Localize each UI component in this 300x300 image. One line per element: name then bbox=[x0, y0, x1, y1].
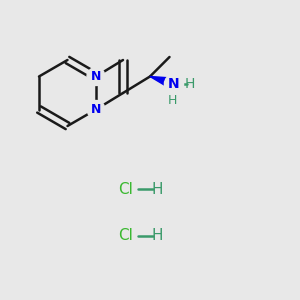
Text: Cl: Cl bbox=[118, 182, 134, 196]
Circle shape bbox=[164, 74, 184, 94]
Text: H: H bbox=[152, 182, 163, 196]
Text: H: H bbox=[168, 94, 177, 107]
Text: N: N bbox=[91, 103, 101, 116]
Text: N: N bbox=[91, 70, 101, 83]
Circle shape bbox=[87, 100, 105, 118]
Text: H: H bbox=[184, 77, 195, 91]
Polygon shape bbox=[150, 76, 176, 90]
Text: H: H bbox=[152, 228, 163, 243]
Text: Cl: Cl bbox=[118, 228, 134, 243]
Text: N: N bbox=[168, 77, 180, 91]
Circle shape bbox=[87, 68, 105, 85]
